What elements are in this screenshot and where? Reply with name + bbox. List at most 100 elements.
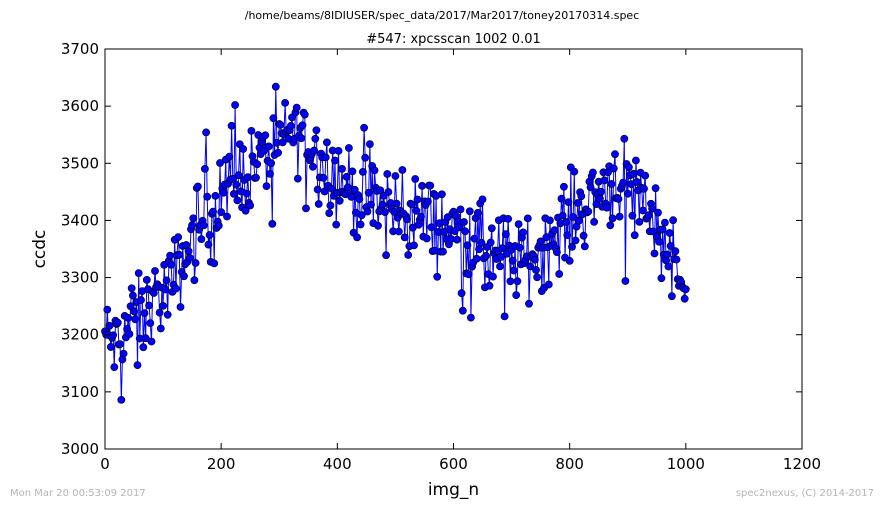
data-point [142,275,151,284]
data-point [560,182,568,191]
data-point [628,211,637,220]
data-point [292,103,301,112]
data-point [455,223,464,232]
x-tick-label: 0 [100,455,110,473]
data-point [635,217,644,226]
data-point [338,164,346,173]
data-point [681,285,690,294]
x-tick-label: 800 [555,455,584,473]
x-tick-label: 400 [323,455,352,473]
data-point [410,241,418,250]
y-tick-label: 3700 [61,40,99,58]
data-point [180,272,188,281]
data-point [666,242,675,250]
data-point [364,188,373,197]
data-point [453,235,461,244]
data-point [633,178,641,186]
data-point [504,214,512,223]
data-point [500,312,509,321]
data-point [167,260,176,269]
data-point [458,306,467,315]
data-point [466,313,475,322]
data-point [391,172,400,180]
data-point [335,196,344,205]
data-point [487,224,496,233]
data-point [116,340,124,348]
y-tick-label: 3000 [61,440,99,458]
data-point [298,121,307,130]
data-point [243,173,252,182]
data-point [146,319,155,327]
data-point [615,212,624,221]
data-point [141,334,150,343]
data-point [268,219,277,228]
data-point [278,138,287,147]
data-point [233,196,242,205]
data-point [355,195,364,203]
data-point [669,216,677,225]
data-point [133,361,142,369]
data-point [668,292,676,301]
data-point [625,163,633,172]
data-point [457,289,466,298]
data-point [482,251,490,260]
data-point [127,284,136,293]
data-point [571,236,580,245]
data-point [184,247,193,256]
data-point [363,207,372,216]
data-point [185,253,194,262]
data-point [156,324,165,333]
data-point [175,250,184,259]
x-tick-label: 600 [439,455,468,473]
data-point [357,211,366,220]
data-point [321,153,330,162]
data-point [629,169,638,178]
data-point [128,291,137,300]
data-point [232,180,241,189]
data-point [229,189,238,198]
data-point [464,270,473,279]
data-point [228,174,237,183]
data-point [661,218,669,227]
data-point [654,208,662,217]
data-point [281,99,289,107]
data-point [193,182,202,191]
data-point [460,218,468,226]
data-point [188,221,196,230]
data-point [197,235,206,243]
data-point [470,234,479,243]
data-point [437,190,446,199]
data-point [456,205,465,214]
data-point [394,227,403,236]
data-point [269,114,278,123]
data-point [286,122,295,130]
data-point [519,228,528,237]
data-point [162,276,171,285]
data-point [327,184,336,193]
plot-title: #547: xpcsscan 1002 0.01 [366,32,541,47]
data-point [439,247,447,256]
data-point [606,221,615,230]
data-point [501,230,510,239]
data-point [211,191,220,200]
data-point [308,162,317,171]
data-point [512,291,521,299]
data-point [557,194,566,203]
data-point [472,254,481,263]
data-point [672,255,681,264]
data-point [225,152,234,161]
data-point [117,395,126,404]
data-point [426,181,435,190]
data-point [403,215,411,224]
data-point [247,126,256,135]
data-point [246,201,255,210]
data-point [325,209,334,217]
data-point [209,207,217,216]
data-point [190,276,199,285]
data-point [542,233,551,242]
data-point [597,187,605,196]
data-point [361,153,370,162]
data-point [331,156,339,165]
data-point [360,123,368,132]
